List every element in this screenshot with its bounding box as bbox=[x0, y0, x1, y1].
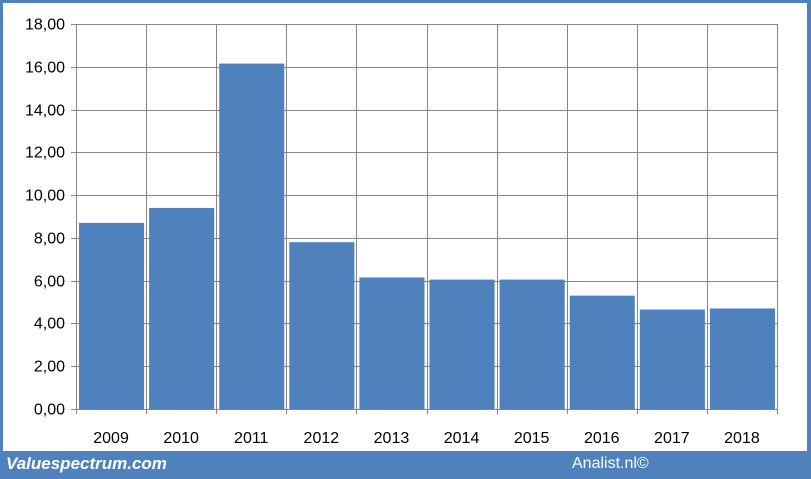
axes bbox=[71, 24, 777, 410]
x-tick-label: 2017 bbox=[654, 430, 690, 447]
x-tick-label: 2012 bbox=[304, 430, 340, 447]
y-tick-label: 0,00 bbox=[34, 402, 65, 419]
y-tick-labels: 0,00 2,00 4,00 6,00 8,00 10,00 12,00 14,00 16,00… bbox=[25, 17, 65, 419]
y-tick-label: 18,00 bbox=[25, 17, 65, 34]
chart-panel: 0,00 2,00 4,00 6,00 8,00 10,00 12,00 14,00 16,00… bbox=[3, 3, 807, 451]
footer-brand-left: Valuespectrum.com bbox=[6, 454, 167, 473]
x-tick-label: 2009 bbox=[93, 430, 129, 447]
bar-2018 bbox=[709, 308, 775, 409]
x-tick-label: 2011 bbox=[234, 430, 269, 447]
bar-2014 bbox=[429, 279, 495, 409]
bar-2016 bbox=[569, 295, 635, 409]
bar-2017 bbox=[639, 309, 705, 409]
y-tick-label: 4,00 bbox=[34, 316, 65, 333]
bar-2013 bbox=[359, 277, 425, 409]
bar-2009 bbox=[79, 222, 145, 409]
y-tick-label: 14,00 bbox=[25, 103, 65, 120]
x-tick-labels: 2009 2010 2011 2012 2013 2014 2015 2016 2017 2018 bbox=[93, 430, 760, 447]
y-tick-label: 10,00 bbox=[25, 188, 65, 205]
x-tick-label: 2010 bbox=[163, 430, 199, 447]
y-tick-label: 16,00 bbox=[25, 60, 65, 77]
y-tick-label: 2,00 bbox=[34, 359, 65, 376]
bar-2012 bbox=[289, 242, 355, 409]
bar-2011 bbox=[219, 63, 285, 409]
y-tick-label: 6,00 bbox=[34, 274, 65, 291]
bar-chart: 0,00 2,00 4,00 6,00 8,00 10,00 12,00 14,00 16,00… bbox=[25, 17, 778, 447]
x-tick-label: 2018 bbox=[724, 430, 760, 447]
y-tick-label: 8,00 bbox=[34, 231, 65, 248]
x-tick-label: 2014 bbox=[444, 430, 480, 447]
bar-2010 bbox=[149, 207, 215, 409]
y-tick-label: 12,00 bbox=[25, 145, 65, 162]
footer-brand-right: Analist.nl© bbox=[572, 455, 649, 472]
bars bbox=[79, 63, 775, 409]
x-tick-label: 2013 bbox=[374, 430, 410, 447]
bar-2015 bbox=[499, 279, 565, 409]
x-tick-label: 2015 bbox=[514, 430, 550, 447]
x-tick-label: 2016 bbox=[584, 430, 620, 447]
